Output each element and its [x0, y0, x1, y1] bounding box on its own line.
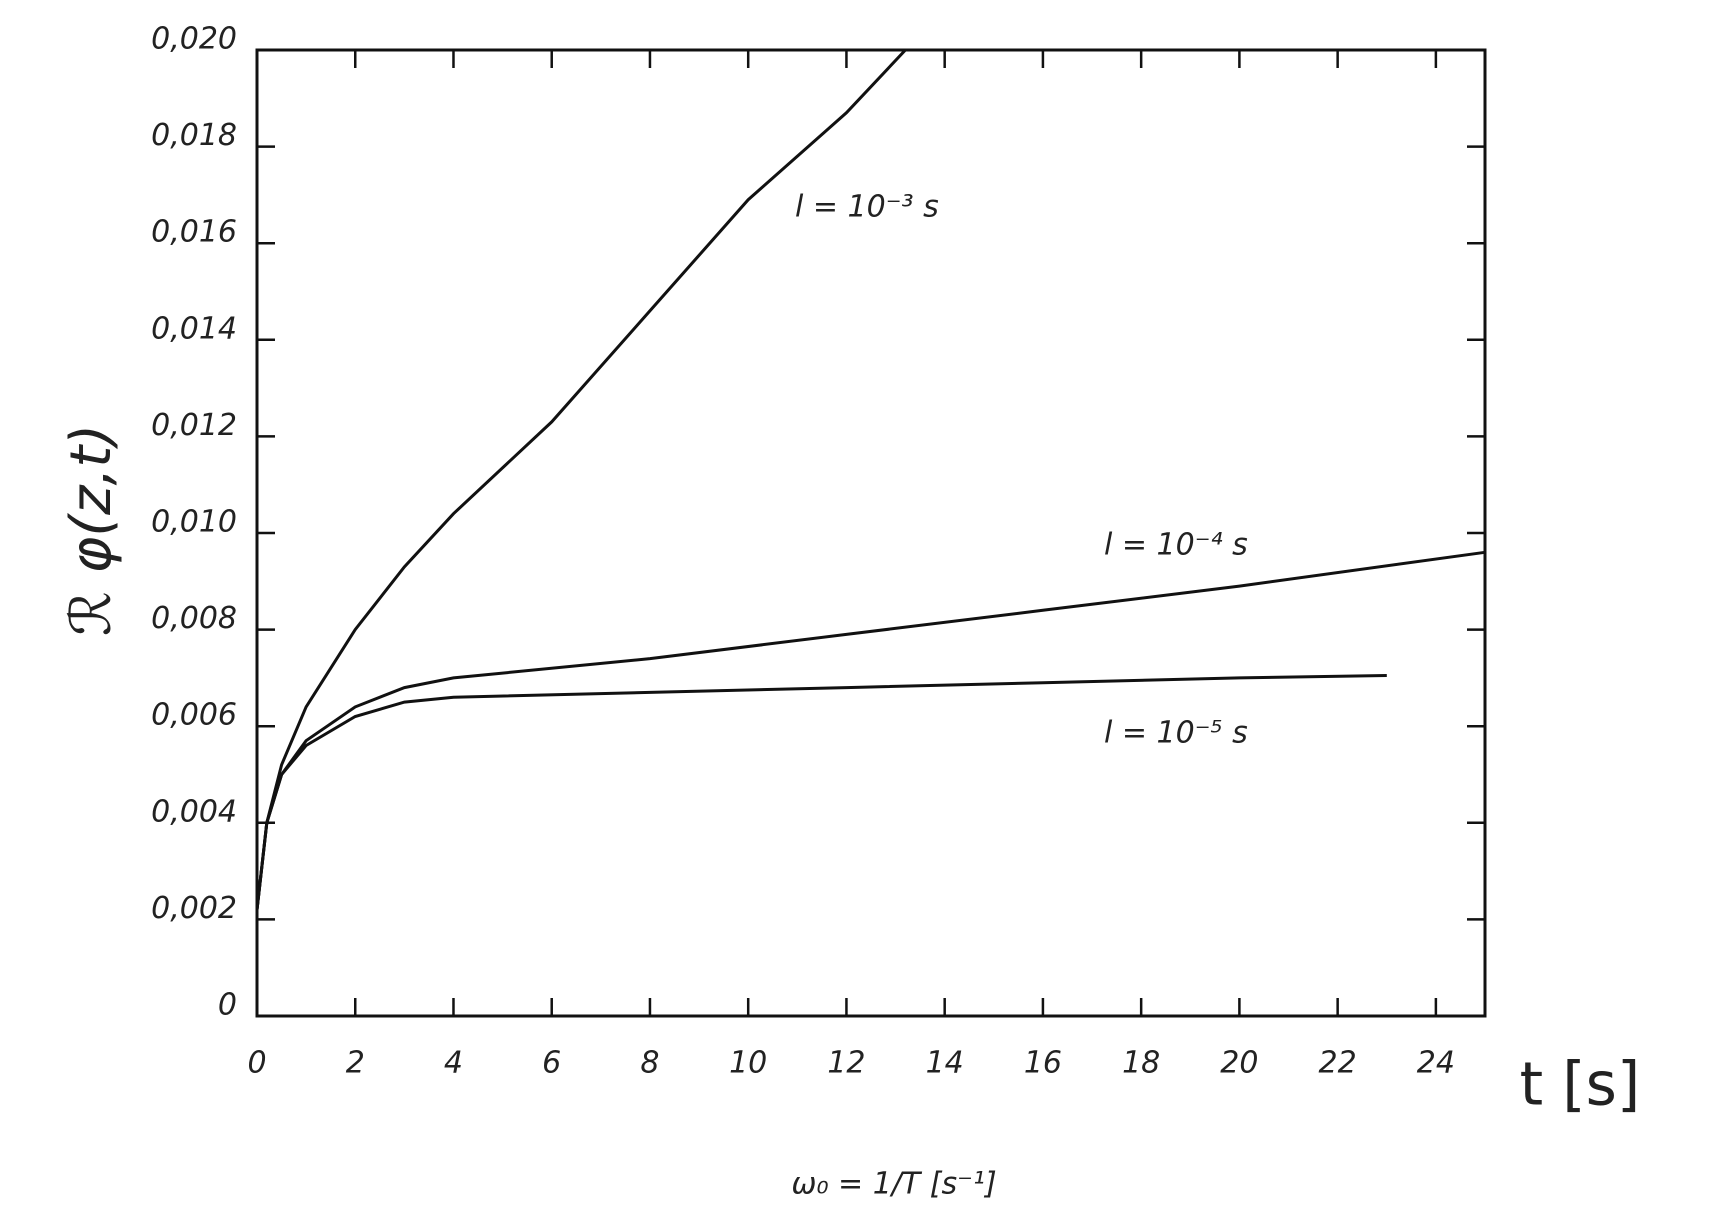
x-tick-label: 6 — [542, 1046, 561, 1081]
x-tick-label: 20 — [1220, 1046, 1258, 1081]
y-axis-label: ℛ φ(z,t) — [59, 424, 124, 636]
series-line — [255, 550, 1486, 910]
y-tick-label: 0,012 — [151, 408, 237, 443]
x-tick-label: 2 — [346, 1046, 365, 1081]
series-line — [255, 48, 907, 910]
y-tick-label: 0,006 — [151, 698, 237, 733]
x-tick-label: 12 — [827, 1046, 865, 1081]
x-tick-label: 22 — [1319, 1046, 1357, 1081]
y-tick-label: 0,002 — [151, 891, 237, 926]
y-tick-label: 0,020 — [151, 22, 237, 57]
x-tick-label: 0 — [247, 1046, 266, 1081]
x-tick-label: 8 — [640, 1046, 659, 1081]
y-tick-label: 0,018 — [151, 118, 237, 153]
series-label: l = 10⁻⁵ s — [1104, 716, 1248, 751]
series-label: l = 10⁻³ s — [795, 190, 939, 225]
x-axis-label: ω₀ = 1/T [s⁻¹] — [791, 1167, 996, 1202]
x-tick-label: 18 — [1122, 1046, 1160, 1081]
x-tick-label: 10 — [729, 1046, 767, 1081]
x-tick-label: 4 — [444, 1046, 463, 1081]
series-line — [255, 674, 1387, 910]
y-tick-label: 0,008 — [151, 601, 237, 636]
x-tick-label: 14 — [926, 1046, 964, 1081]
series-label: l = 10⁻⁴ s — [1104, 528, 1248, 563]
y-tick-label: 0,014 — [151, 311, 237, 346]
y-tick-label: 0,016 — [151, 215, 237, 250]
y-tick-label: 0 — [218, 988, 237, 1023]
y-tick-label: 0,010 — [151, 505, 237, 540]
x-axis-note: t [s] — [1520, 1050, 1641, 1120]
x-tick-label: 24 — [1417, 1046, 1455, 1081]
x-tick-label: 16 — [1024, 1046, 1062, 1081]
y-tick-label: 0,004 — [151, 794, 237, 829]
